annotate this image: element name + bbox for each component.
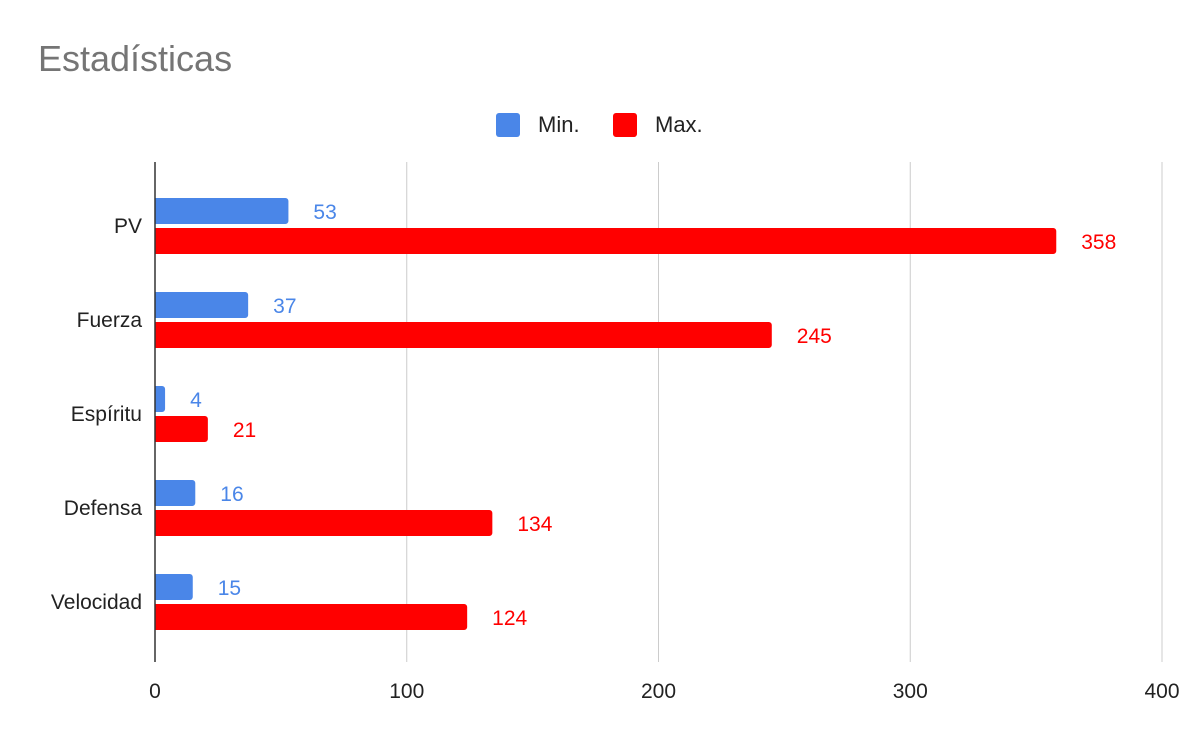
legend-swatch-min: [496, 113, 520, 137]
bar-max-defensa: [155, 510, 493, 536]
x-tick-label-400: 400: [1144, 680, 1179, 703]
data-label-max-espiritu: 21: [233, 419, 256, 442]
y-category-label-espiritu: Espíritu: [71, 403, 142, 426]
bar-max-velocidad: [155, 604, 468, 630]
legend-item-min[interactable]: Min.: [496, 110, 580, 140]
legend-label-min: Min.: [538, 112, 580, 137]
bar-min-velocidad: [155, 574, 193, 600]
y-category-label-fuerza: Fuerza: [77, 309, 143, 332]
data-label-min-velocidad: 15: [218, 577, 241, 600]
data-label-max-pv: 358: [1081, 231, 1116, 254]
bar-min-fuerza: [155, 292, 249, 318]
data-label-min-espiritu: 4: [190, 389, 202, 412]
y-category-label-velocidad: Velocidad: [51, 591, 142, 614]
data-label-max-defensa: 134: [517, 513, 552, 536]
data-label-max-fuerza: 245: [797, 325, 832, 348]
x-tick-label-0: 0: [149, 680, 161, 703]
bar-max-espiritu: [155, 416, 208, 442]
x-tick-label-100: 100: [389, 680, 424, 703]
data-label-min-defensa: 16: [220, 483, 243, 506]
y-category-label-defensa: Defensa: [64, 497, 143, 520]
bar-max-pv: [155, 228, 1057, 254]
legend-item-max[interactable]: Max.: [613, 110, 703, 140]
legend: Min. Max.: [0, 110, 1200, 140]
data-label-min-fuerza: 37: [273, 295, 296, 318]
legend-label-max: Max.: [655, 112, 703, 137]
x-tick-label-200: 200: [641, 680, 676, 703]
chart-title: Estadísticas: [38, 38, 233, 79]
bar-min-espiritu: [155, 386, 166, 412]
bar-min-defensa: [155, 480, 196, 506]
bar-max-fuerza: [155, 322, 772, 348]
legend-swatch-max: [613, 113, 637, 137]
bar-min-pv: [154, 198, 289, 224]
data-label-min-pv: 53: [313, 201, 336, 224]
y-category-label-pv: PV: [114, 215, 142, 238]
x-tick-label-300: 300: [893, 680, 928, 703]
data-label-max-velocidad: 124: [492, 607, 527, 630]
